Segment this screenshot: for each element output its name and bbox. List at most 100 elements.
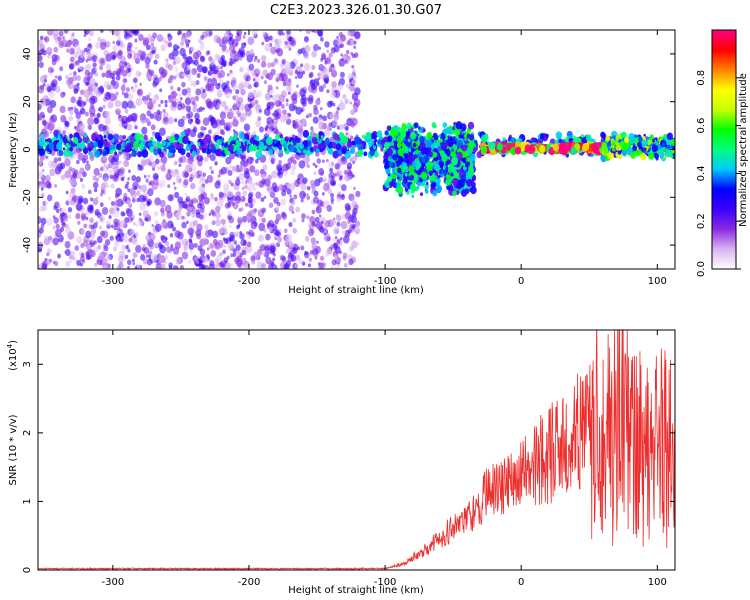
spectrogram-cell — [288, 36, 293, 42]
spectrogram-y-tick-label: 20 — [22, 95, 33, 108]
spectrogram-cell — [384, 141, 390, 149]
spectrogram-cell — [150, 124, 156, 131]
spectrogram-cell — [234, 139, 242, 148]
spectrogram-cell — [51, 53, 58, 62]
spectrogram-cell — [48, 160, 55, 169]
spectrogram-cell — [396, 135, 403, 144]
spectrogram-cell — [238, 172, 245, 181]
spectrogram-cell — [158, 243, 164, 250]
spectrogram-cell — [469, 150, 473, 154]
spectrogram-cell — [96, 112, 101, 119]
spectrogram-cell — [224, 202, 230, 209]
spectrogram-cell — [236, 151, 240, 156]
spectrogram-cell — [296, 84, 299, 88]
spectrogram-cell — [114, 193, 119, 199]
spectrogram-cell — [185, 113, 191, 120]
spectrogram-cell — [86, 63, 92, 70]
spectrogram-y-tick-label: 40 — [22, 48, 33, 61]
spectrogram-cell — [181, 72, 185, 77]
spectrogram-cell — [118, 61, 126, 70]
spectrogram-cell — [170, 52, 174, 57]
spectrogram-cell — [124, 217, 130, 224]
spectrogram-cell — [467, 141, 475, 151]
spectrogram-cell — [434, 171, 439, 176]
spectrogram-cell — [222, 237, 226, 242]
spectrogram-cell — [274, 229, 280, 236]
spectrogram-cell — [97, 252, 104, 261]
spectrogram-cell — [84, 111, 89, 117]
spectrogram-cell — [140, 254, 146, 261]
spectrogram-cell — [281, 212, 288, 220]
spectrogram-cell — [130, 190, 137, 199]
spectrogram-cell — [424, 189, 429, 195]
spectrogram-cell — [134, 232, 139, 237]
spectrogram-cell — [309, 250, 314, 255]
spectrogram-cell — [69, 250, 75, 257]
spectrogram-cell — [66, 48, 70, 53]
spectrogram-cell — [234, 54, 240, 62]
spectrogram-cell — [466, 178, 473, 188]
spectrogram-cell — [416, 185, 420, 190]
spectrogram-cell — [107, 133, 114, 141]
spectrogram-cell — [264, 178, 271, 187]
spectrogram-cell — [242, 240, 247, 246]
spectrogram-cell — [156, 140, 160, 145]
spectrogram-cell — [282, 32, 285, 36]
spectrogram-cell — [308, 257, 312, 262]
spectrogram-cell — [104, 117, 111, 125]
spectrogram-cell — [124, 108, 129, 114]
spectrogram-cell — [355, 220, 361, 227]
spectrogram-cell — [53, 157, 59, 163]
spectrogram-cell — [607, 151, 614, 160]
spectrogram-cell — [97, 141, 103, 149]
spectrogram-cell — [139, 202, 146, 211]
spectrogram-cell — [273, 158, 277, 162]
spectrogram-cell — [323, 77, 330, 84]
spectrogram-cell — [93, 240, 97, 245]
spectrogram-cell — [47, 30, 54, 36]
spectrogram-cell — [244, 202, 249, 207]
spectrogram-cell — [44, 235, 48, 240]
spectrogram-cell — [331, 142, 337, 149]
spectrogram-cell — [214, 258, 219, 264]
spectrogram-cell — [313, 43, 319, 52]
spectrogram-cell — [227, 144, 234, 152]
spectrogram-cell — [621, 131, 627, 139]
spectrogram-cell — [232, 252, 236, 257]
spectrogram-cell — [176, 216, 180, 221]
spectrogram-cell — [39, 180, 46, 188]
spectrogram-cell — [145, 44, 151, 51]
spectrogram-cell — [260, 60, 267, 68]
spectrogram-cell — [172, 246, 180, 255]
spectrogram-cell — [417, 125, 421, 130]
spectrogram-cell — [49, 72, 53, 76]
spectrogram-cell — [200, 34, 205, 41]
spectrogram-cell — [203, 256, 209, 264]
spectrogram-cell — [301, 213, 306, 220]
spectrogram-cell — [135, 70, 141, 77]
spectrogram-cell — [273, 197, 279, 204]
spectrogram-cell — [58, 149, 64, 156]
spectrogram-cell — [165, 172, 171, 179]
spectrogram-cell — [166, 210, 173, 219]
spectrogram-cell — [329, 112, 335, 119]
spectrogram-cell — [112, 80, 120, 90]
spectrogram-cell — [78, 69, 81, 73]
spectrogram-cell — [480, 145, 488, 154]
spectrogram-cell — [127, 259, 132, 266]
spectrogram-cell — [346, 40, 351, 46]
spectrogram-cell — [406, 122, 412, 130]
spectrogram-cell — [51, 79, 58, 87]
spectrogram-cell — [71, 32, 75, 37]
spectrogram-cell — [245, 108, 252, 117]
spectrogram-cell — [345, 132, 349, 136]
spectrogram-cell — [298, 149, 302, 154]
spectrogram-cell — [292, 121, 299, 130]
spectrogram-x-tick-label: -100 — [374, 276, 397, 287]
spectrogram-cell — [318, 142, 324, 149]
spectrogram-cell — [278, 30, 283, 36]
spectrogram-cell — [327, 188, 332, 194]
spectrogram-cell — [148, 257, 152, 262]
spectrogram-cell — [118, 255, 124, 264]
spectrogram-cell — [348, 214, 355, 223]
